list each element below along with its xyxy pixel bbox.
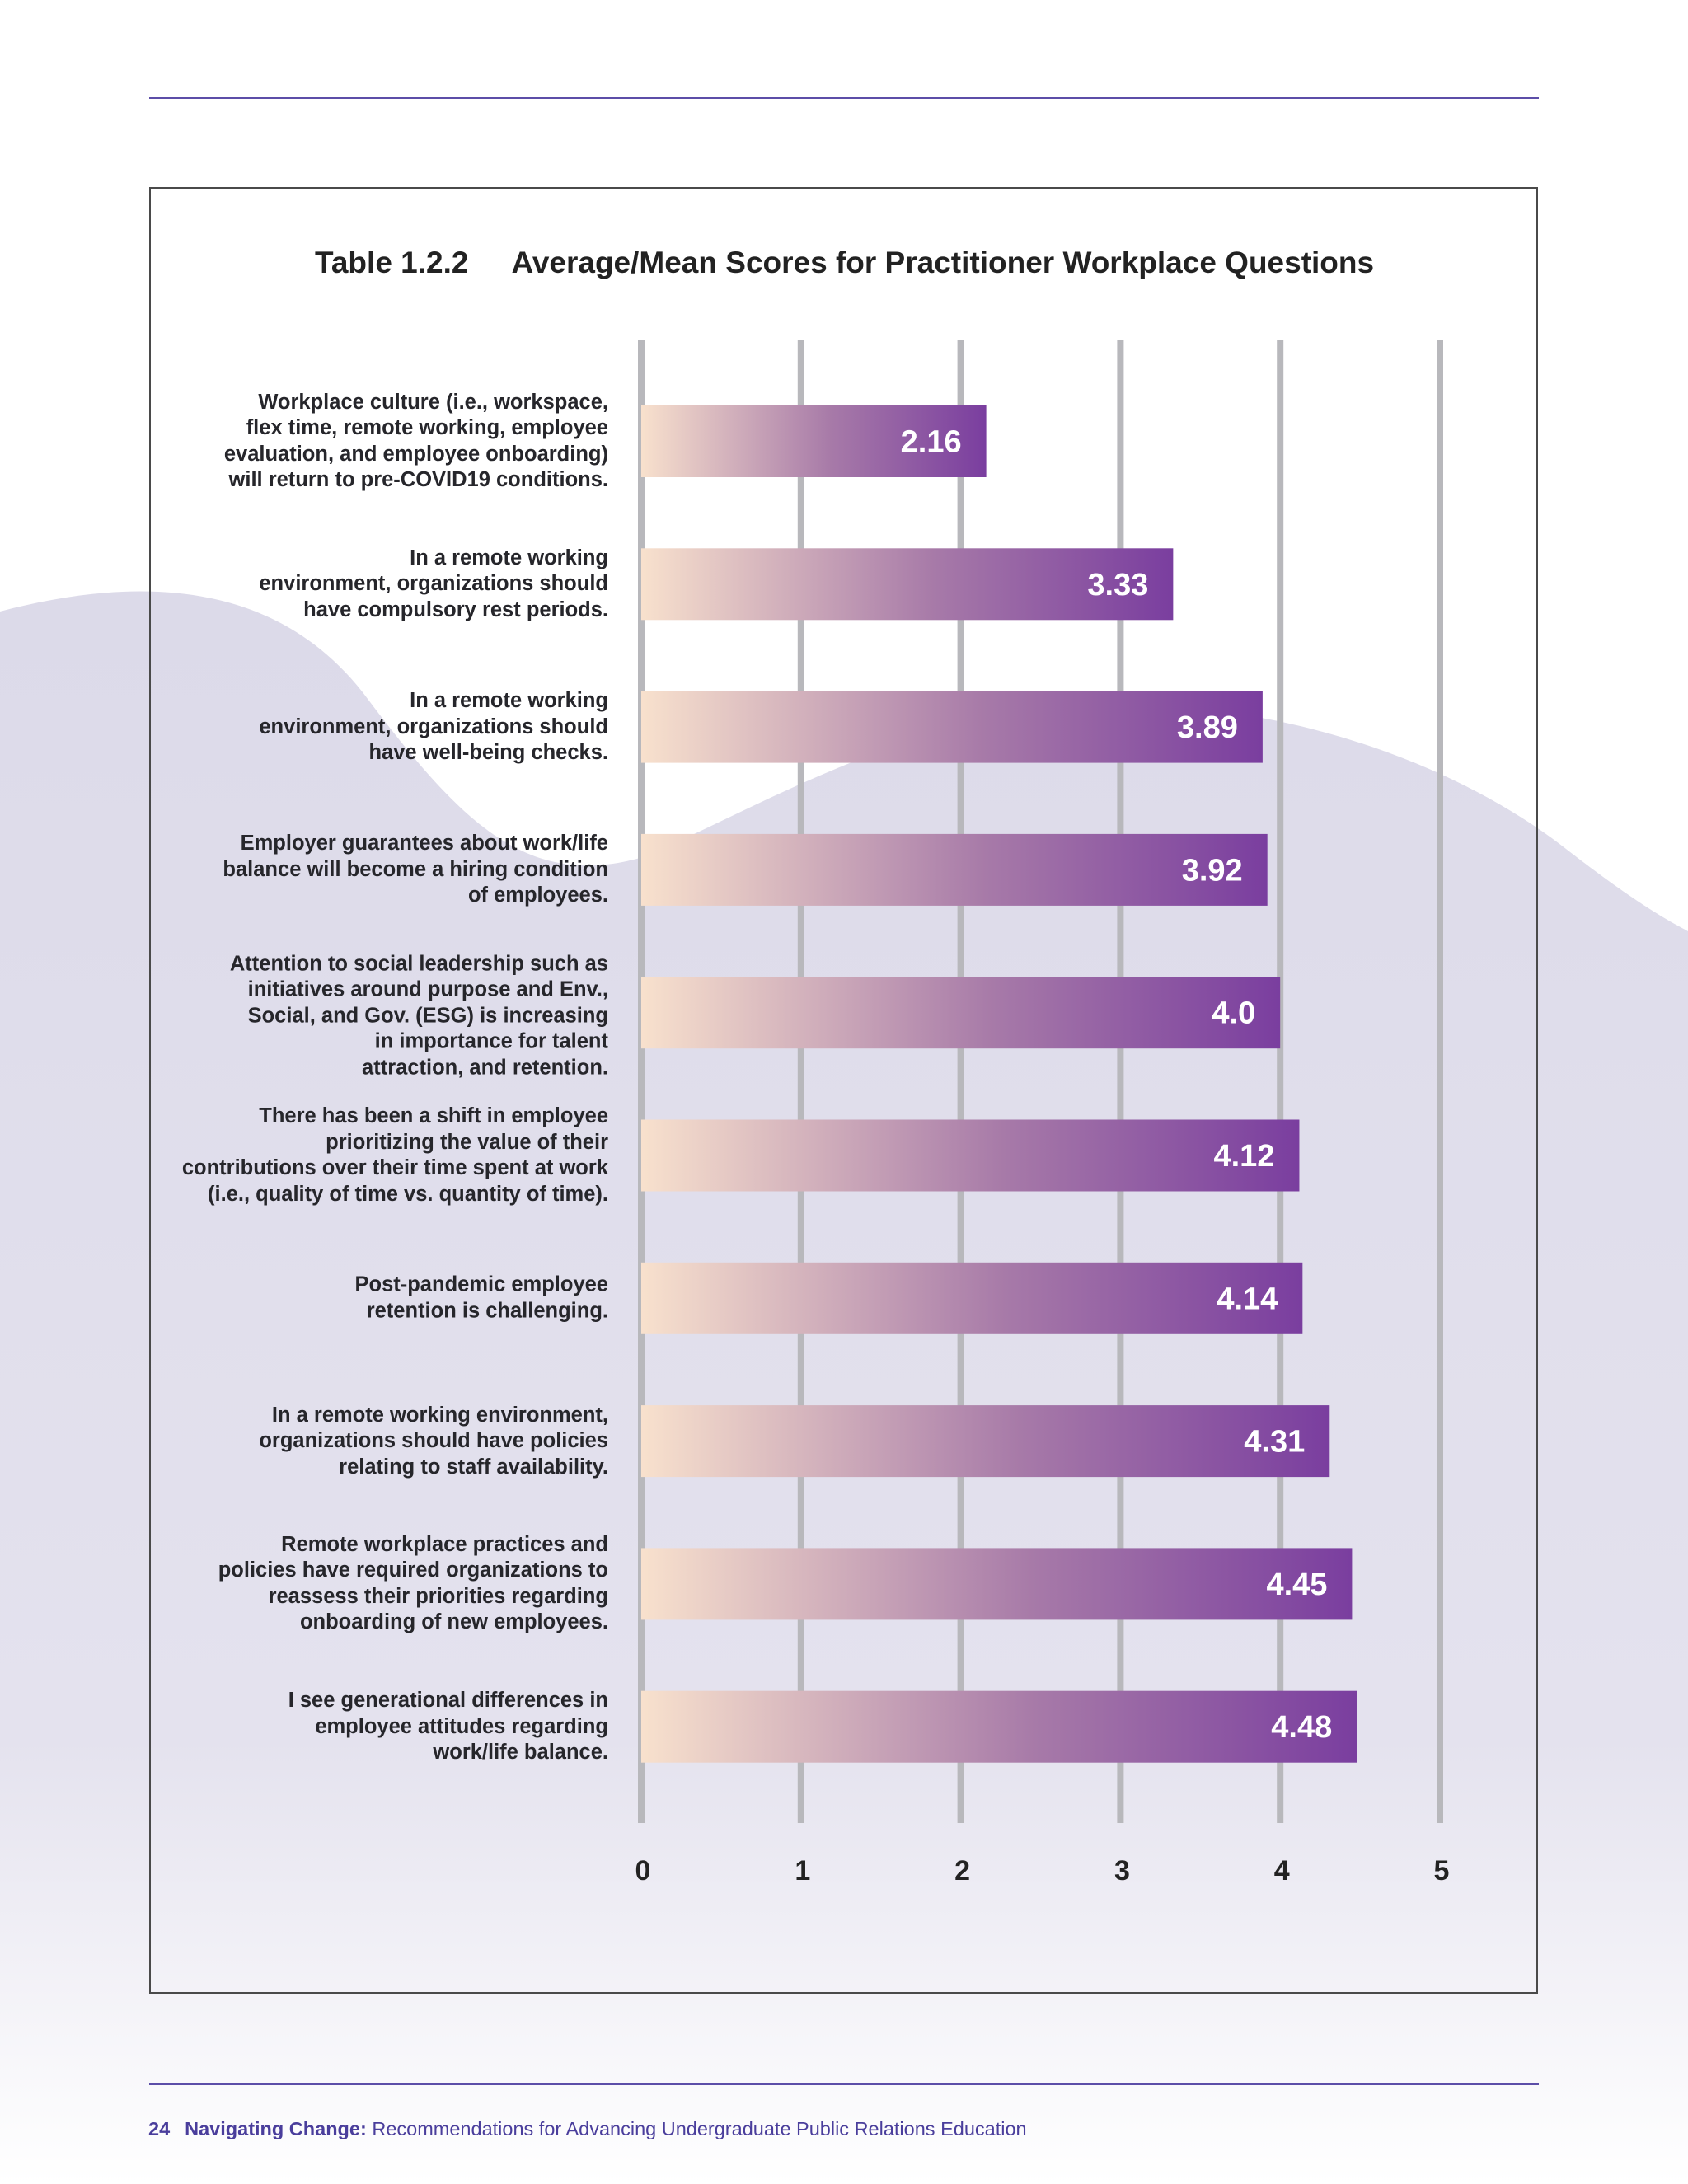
gridlines — [638, 340, 1443, 1823]
category-label-line: onboarding of new employees. — [299, 1610, 608, 1634]
bar — [641, 548, 1174, 621]
category-label: There has been a shift in employee priori… — [165, 1104, 608, 1207]
table-number: Table 1.2.2 — [315, 246, 469, 279]
category-label-line: In a remote working — [410, 688, 608, 712]
category-label-line: Post-pandemic employee — [354, 1272, 608, 1296]
bar-value-label: 4.12 — [1213, 1139, 1274, 1174]
category-label-line: balance will become a hiring condition — [223, 857, 608, 881]
category-label: Workplace culture (i.e., workspace, flex … — [165, 390, 608, 494]
publication-title: Navigating Change: — [185, 2118, 367, 2139]
bar — [641, 405, 987, 477]
category-label: Remote workplace practices and policies h… — [165, 1532, 608, 1636]
bar — [641, 1548, 1353, 1620]
category-label-line: have compulsory rest periods. — [303, 598, 608, 621]
category-label-line: of employees. — [467, 883, 608, 907]
gridline-3 — [1117, 340, 1124, 1823]
category-label: In a remote working environment, organiza… — [165, 546, 608, 624]
top-rule — [149, 97, 1539, 99]
bar — [641, 833, 1268, 906]
x-axis-tick-labels: 0 1 2 3 4 5 — [635, 1855, 1450, 1886]
category-label: Attention to social leadership such as in… — [165, 951, 608, 1081]
category-label-line: I see generational differences in — [288, 1688, 608, 1712]
category-label-line: Workplace culture (i.e., workspace, — [258, 390, 608, 414]
x-tick-label: 4 — [1274, 1855, 1290, 1886]
category-label-line: flex time, remote working, employee — [246, 416, 608, 439]
bar — [641, 1405, 1330, 1478]
category-label-line: organizations should have policies — [259, 1428, 608, 1452]
table-frame — [149, 187, 1538, 1994]
bar-value-label: 4.0 — [1212, 996, 1255, 1031]
gridline-5 — [1437, 340, 1443, 1823]
bar — [641, 1690, 1357, 1763]
bar-value-label: 4.45 — [1266, 1568, 1327, 1602]
bars — [641, 405, 1357, 1763]
category-label-line: relating to staff availability. — [339, 1455, 608, 1479]
category-label-line: environment, organizations should — [259, 572, 608, 596]
bar-value-label: 4.14 — [1217, 1282, 1278, 1316]
category-label-line: in importance for talent — [374, 1029, 608, 1053]
page-footer: 24 Navigating Change: Recommendations for… — [148, 2118, 1027, 2140]
category-label-line: Employer guarantees about work/life — [240, 832, 608, 855]
category-label-line: contributions over their time spent at w… — [181, 1156, 608, 1179]
category-label-line: employee attitudes regarding — [315, 1714, 608, 1738]
table-title: Average/Mean Scores for Practitioner Wor… — [511, 246, 1375, 279]
gridline-1 — [797, 340, 804, 1823]
bar-value-label: 4.31 — [1244, 1425, 1305, 1460]
bar — [641, 1262, 1303, 1334]
bar — [641, 1119, 1300, 1192]
x-tick-label: 2 — [954, 1855, 970, 1886]
category-label: Post-pandemic employee retention is chall… — [165, 1272, 608, 1324]
gridline-0 — [638, 340, 645, 1823]
category-label-line: work/life balance. — [433, 1740, 608, 1764]
value-labels: 2.16 3.33 3.89 3.92 4.0 4.12 4.14 4.31 4.45 4.48 — [901, 425, 1333, 1746]
category-label-line: retention is challenging. — [366, 1299, 608, 1323]
category-label-line: prioritizing the value of their — [326, 1130, 608, 1154]
bottom-rule — [149, 2083, 1539, 2085]
x-tick-label: 3 — [1114, 1855, 1130, 1886]
category-label-line: evaluation, and employee onboarding) — [223, 442, 608, 466]
bar-value-label: 3.89 — [1177, 710, 1238, 745]
x-tick-label: 0 — [635, 1855, 651, 1886]
category-label-line: reassess their priorities regarding — [268, 1584, 608, 1608]
category-label-line: environment, organizations should — [259, 715, 608, 738]
category-label-line: In a remote working — [410, 546, 608, 569]
category-label-line: will return to pre-COVID19 conditions. — [228, 468, 608, 491]
publication-subtitle: Recommendations for Advancing Undergradu… — [372, 2118, 1027, 2139]
category-label-line: Remote workplace practices and — [281, 1532, 608, 1556]
bar — [641, 691, 1263, 763]
category-label: Employer guarantees about work/life balan… — [165, 831, 608, 909]
x-tick-label: 1 — [795, 1855, 810, 1886]
bar-value-label: 4.48 — [1271, 1710, 1332, 1745]
category-label-line: Attention to social leadership such as — [229, 951, 608, 975]
gridline-4 — [1277, 340, 1284, 1823]
category-label-line: In a remote working environment, — [271, 1403, 608, 1427]
bar — [641, 977, 1281, 1049]
page-number: 24 — [148, 2118, 171, 2139]
gridline-2 — [957, 340, 964, 1823]
category-label-line: have well-being checks. — [368, 740, 608, 764]
category-label-line: Social, and Gov. (ESG) is increasing — [247, 1003, 608, 1027]
category-label-line: There has been a shift in employee — [259, 1104, 608, 1127]
category-label: I see generational differences in employe… — [165, 1688, 608, 1766]
bar-value-label: 3.92 — [1182, 853, 1243, 888]
category-label-line: (i.e., quality of time vs. quantity of t… — [208, 1182, 608, 1206]
category-label: In a remote working environment, organiza… — [165, 688, 608, 766]
bar-value-label: 3.33 — [1087, 568, 1148, 602]
category-label-line: policies have required organizations to — [218, 1558, 608, 1582]
category-label: In a remote working environment, organiza… — [165, 1402, 608, 1480]
category-label-line: initiatives around purpose and Env., — [247, 977, 608, 1001]
table-title-row: Table 1.2.2 Average/Mean Scores for Pract… — [315, 246, 1374, 280]
bar-value-label: 2.16 — [901, 425, 962, 460]
x-tick-label: 5 — [1434, 1855, 1450, 1886]
category-label-line: attraction, and retention. — [362, 1055, 608, 1079]
